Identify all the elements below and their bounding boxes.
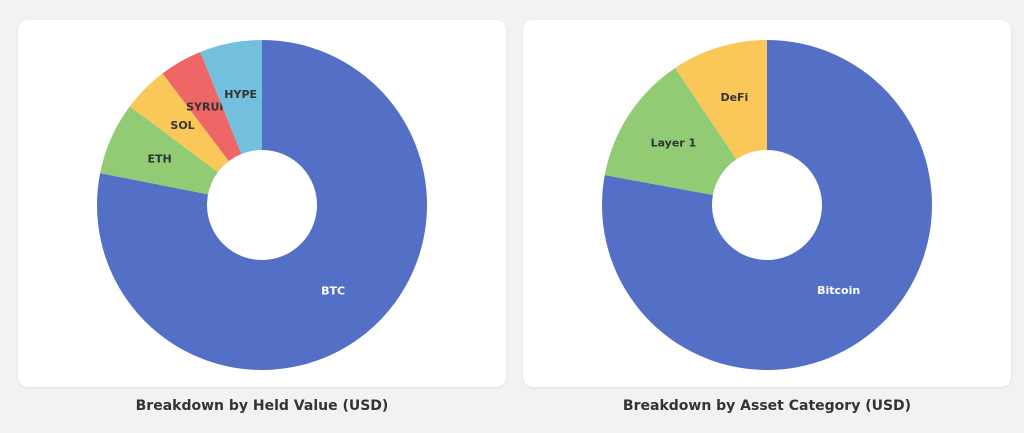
chart-title: Breakdown by Held Value (USD) <box>135 398 389 414</box>
pie-slice <box>675 40 767 160</box>
slice-label: SOL <box>170 119 194 132</box>
slice-label: SYRUP <box>186 101 227 114</box>
chart-title: Breakdown by Asset Category (USD) <box>622 398 912 414</box>
slice-label: BTC <box>321 285 345 298</box>
pie-slice <box>100 106 218 195</box>
slice-label: Layer 1 <box>651 137 697 150</box>
slice-label: HYPE <box>224 88 257 101</box>
pie-slice <box>162 51 242 162</box>
pie-slice <box>200 40 262 154</box>
slice-label: ETH <box>148 153 172 166</box>
pie-slice <box>96 40 427 370</box>
pie-slice <box>602 40 932 370</box>
pie-slice <box>129 73 229 173</box>
pie-slice <box>604 67 737 196</box>
slice-label: Bitcoin <box>817 284 860 297</box>
slice-label: DeFi <box>720 91 748 104</box>
